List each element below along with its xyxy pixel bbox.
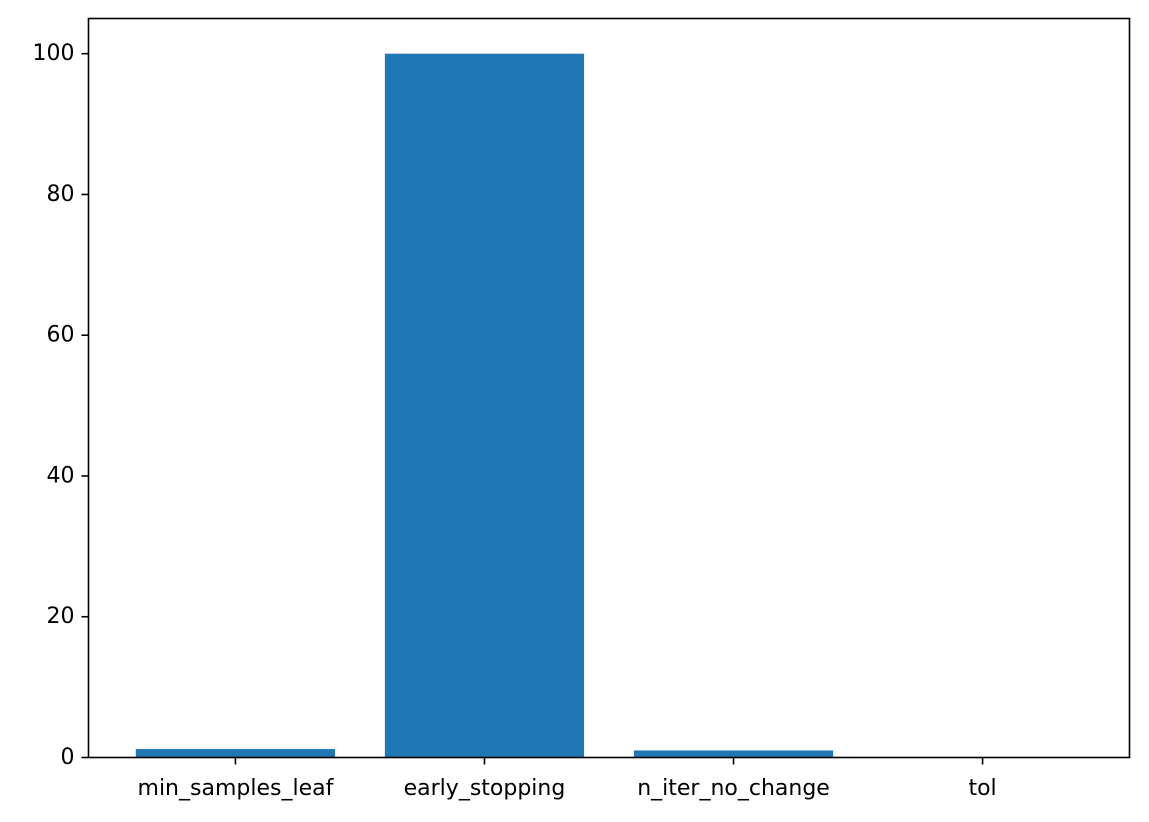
plot-frame	[87, 17, 1131, 759]
bar-min_samples_leaf	[135, 749, 336, 758]
x-axis: min_samples_leaf early_stopping n_iter_no_…	[138, 757, 997, 801]
x-tick-label: tol	[968, 776, 996, 801]
y-axis: 0 20 40 60 80 100	[33, 41, 89, 770]
y-tick-label: 0	[61, 745, 75, 770]
y-tick-label: 80	[47, 182, 75, 207]
x-tick-label: n_iter_no_change	[637, 776, 830, 801]
bars-group	[135, 53, 1083, 758]
bar-early_stopping	[384, 53, 585, 758]
x-tick-label: min_samples_leaf	[138, 776, 335, 801]
bar-n_iter_no_change	[633, 750, 834, 758]
y-tick-label: 20	[47, 604, 75, 629]
y-tick-label: 60	[47, 323, 75, 348]
y-tick-label: 100	[33, 41, 75, 66]
y-tick-label: 40	[47, 463, 75, 488]
x-tick-label: early_stopping	[404, 776, 566, 801]
